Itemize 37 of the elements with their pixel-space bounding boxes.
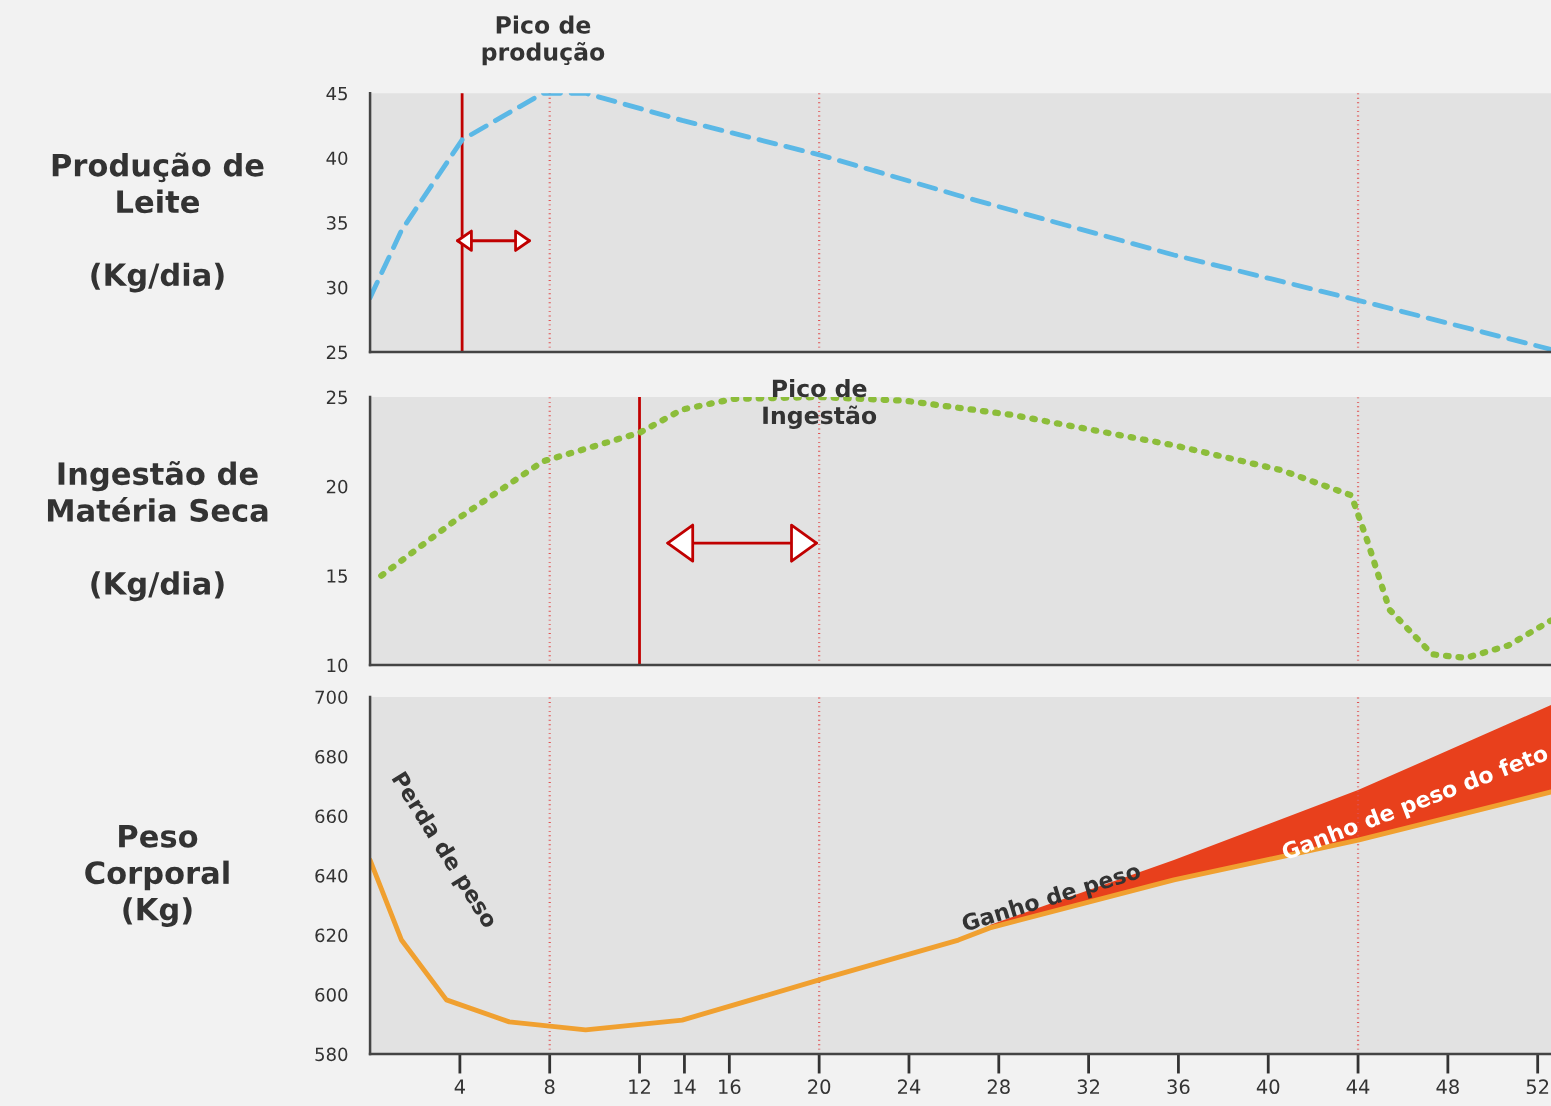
y-tick-label: 20 (326, 479, 348, 494)
y-tick-label: 600 (315, 987, 348, 1002)
y-tick-label: 45 (326, 86, 347, 101)
y-tick-label: 25 (326, 390, 347, 405)
x-tick-label: 48 (1436, 1079, 1459, 1095)
y-axis-title: Peso Corporal (Kg) (85, 825, 229, 927)
y-tick-label: 35 (326, 216, 347, 230)
y-tick-label: 680 (315, 749, 348, 764)
y-tick-label: 620 (315, 928, 348, 943)
text: Ingestão de Matéria Seca (Kg/dia) (47, 460, 268, 602)
x-tick-label: 40 (1256, 1079, 1280, 1095)
y-tick-label: 580 (315, 1047, 348, 1062)
x-tick-label: 4 (454, 1079, 465, 1094)
x-tick-label: 44 (1346, 1079, 1370, 1094)
x-tick-label: 20 (808, 1079, 831, 1095)
y-tick-label: 30 (326, 280, 348, 295)
y-tick-label: 25 (326, 345, 347, 360)
text: Produção de Leite (Kg/dia) (52, 152, 264, 293)
x-tick-label: 24 (898, 1079, 921, 1094)
y-tick-label: 640 (315, 868, 348, 883)
x-tick-label: 8 (544, 1079, 555, 1095)
annotation: Ganho de peso do feto (1280, 743, 1551, 865)
x-tick-label: 14 (674, 1079, 696, 1094)
x-tick-label: 32 (1077, 1079, 1100, 1095)
y-tick-label: 40 (326, 151, 348, 166)
y-tick-label: 700 (315, 690, 348, 705)
x-tick-label: 28 (987, 1079, 1010, 1095)
y-tick-label: 10 (327, 658, 348, 673)
annotation: Ganho de peso (960, 861, 1143, 936)
x-tick-label: 12 (629, 1079, 650, 1094)
x-tick-label: 16 (719, 1079, 741, 1095)
annotation: Pico de Ingestão (763, 379, 877, 429)
y-tick-label: 660 (315, 809, 348, 824)
annotation: Pico de produção (482, 15, 605, 66)
x-tick-label: 36 (1167, 1079, 1190, 1095)
x-tick-label: 52 (1526, 1079, 1549, 1095)
y-tick-label: 15 (327, 569, 347, 583)
